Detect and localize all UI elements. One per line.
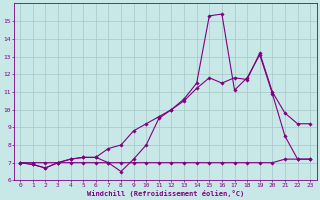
- X-axis label: Windchill (Refroidissement éolien,°C): Windchill (Refroidissement éolien,°C): [86, 190, 244, 197]
